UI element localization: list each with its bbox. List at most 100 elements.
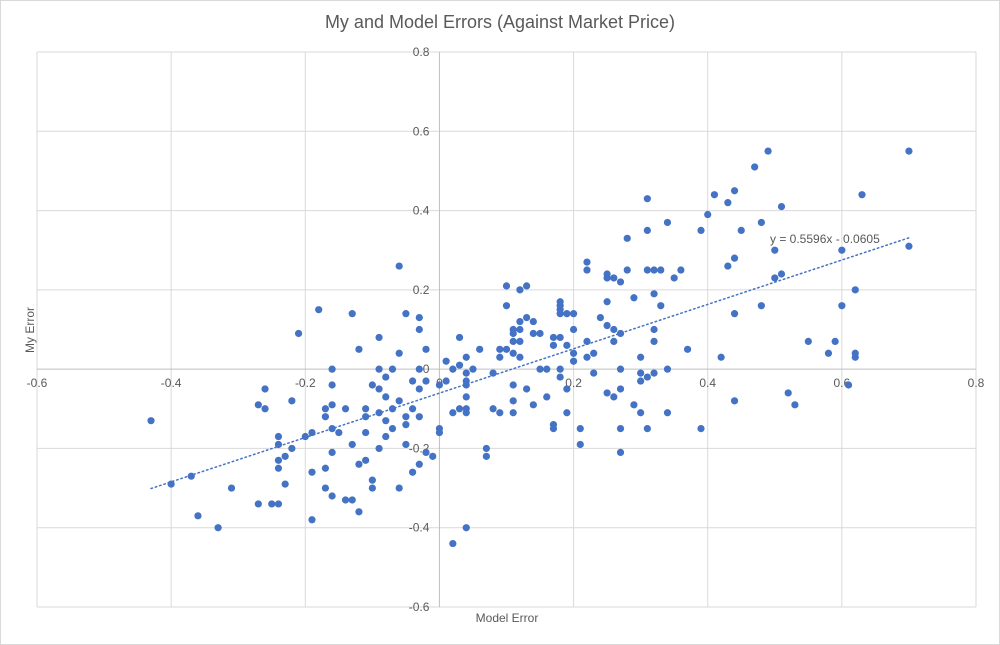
data-point [382, 373, 390, 381]
data-point [764, 147, 772, 155]
data-point [603, 298, 611, 306]
data-point [751, 163, 759, 171]
data-point [905, 242, 913, 250]
data-point [563, 310, 571, 318]
data-point [616, 448, 625, 456]
data-point [415, 460, 423, 468]
data-point [777, 203, 786, 211]
data-point [724, 262, 732, 270]
x-axis-label: Model Error [476, 611, 539, 625]
data-point [462, 393, 470, 401]
data-point [362, 456, 370, 464]
data-point [469, 365, 477, 373]
data-point [643, 226, 651, 234]
data-point [650, 369, 658, 377]
data-point [549, 425, 558, 433]
data-point [576, 425, 584, 433]
data-point [415, 325, 423, 334]
data-point [368, 484, 376, 492]
x-tick-label: -0.2 [295, 376, 316, 390]
data-point [637, 377, 645, 385]
data-point [616, 425, 625, 433]
data-point [409, 405, 417, 413]
data-point [328, 365, 336, 373]
data-point [368, 381, 376, 389]
data-point [375, 409, 383, 417]
data-point [409, 377, 417, 385]
data-point [556, 365, 564, 373]
data-point [516, 286, 524, 294]
data-point [610, 337, 618, 345]
data-point [455, 333, 464, 342]
data-point [294, 329, 303, 338]
data-point [402, 440, 410, 449]
data-point [502, 345, 511, 353]
data-point [643, 425, 651, 433]
x-tick-label: 0.4 [699, 376, 716, 390]
data-point [274, 440, 283, 449]
data-point [637, 409, 645, 417]
data-point [556, 373, 564, 381]
data-point [831, 337, 839, 345]
data-point [603, 321, 611, 330]
data-point [536, 329, 544, 338]
data-point [590, 369, 598, 377]
data-point [650, 337, 658, 345]
data-point [274, 432, 283, 441]
x-tick-label: 0.8 [968, 376, 985, 390]
data-point [362, 413, 370, 421]
data-point [254, 401, 262, 409]
data-point [697, 425, 705, 433]
data-point [321, 484, 330, 492]
trendline-equation: y = 0.5596x - 0.0605 [770, 232, 880, 246]
data-point [777, 270, 786, 278]
data-point [583, 266, 591, 274]
data-point [227, 484, 236, 492]
data-point [556, 333, 564, 342]
data-point [529, 401, 537, 409]
data-point [569, 310, 578, 318]
data-point [771, 246, 779, 254]
data-point [730, 310, 739, 318]
data-point [415, 385, 423, 393]
data-point [637, 369, 645, 377]
data-point [308, 516, 316, 524]
data-point [415, 314, 423, 322]
data-point [643, 373, 651, 381]
data-point [730, 397, 739, 405]
data-point [603, 389, 611, 397]
data-point [362, 428, 370, 437]
data-point [328, 492, 336, 500]
data-point [388, 405, 397, 413]
data-point [509, 329, 517, 338]
data-point [482, 444, 490, 453]
x-tick-label: -0.6 [27, 376, 48, 390]
data-point [905, 147, 913, 155]
data-point [583, 353, 591, 361]
data-point [435, 381, 444, 389]
data-point [321, 413, 330, 421]
data-point [274, 456, 283, 464]
data-point [509, 381, 517, 389]
data-point [409, 468, 417, 476]
data-point [623, 266, 631, 274]
trendline [150, 237, 910, 490]
data-point [348, 310, 356, 318]
data-point [395, 484, 403, 492]
data-point [388, 365, 397, 373]
data-point [321, 405, 330, 413]
data-point [496, 345, 504, 353]
data-point [569, 349, 578, 357]
data-point [355, 508, 363, 516]
data-point [375, 365, 383, 373]
data-point [415, 413, 423, 421]
data-point [388, 425, 397, 433]
data-point [509, 349, 517, 357]
data-point [623, 234, 631, 242]
data-point [516, 317, 524, 326]
data-point [610, 274, 618, 282]
data-point [328, 425, 336, 433]
data-point [268, 500, 276, 508]
data-point [415, 365, 423, 373]
